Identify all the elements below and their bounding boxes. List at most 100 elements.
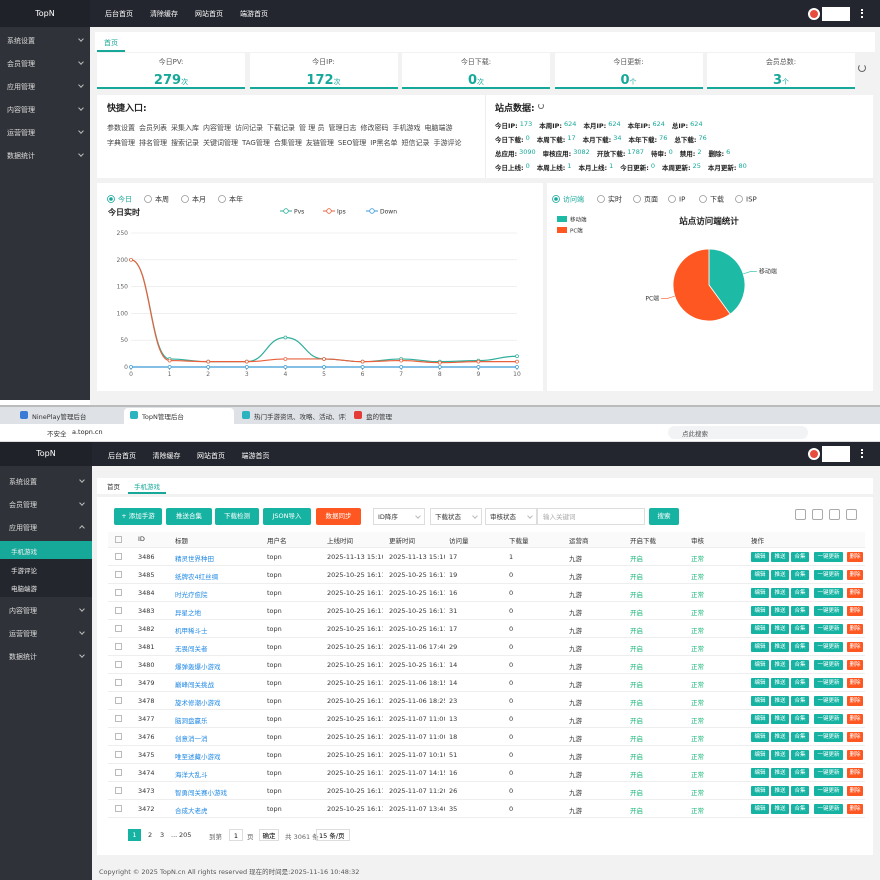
quick-link[interactable]: 管理日志: [328, 124, 357, 132]
action-button[interactable]: 删除: [847, 552, 863, 562]
action-button[interactable]: 推送: [771, 750, 789, 760]
url[interactable]: a.topn.cn: [72, 428, 103, 436]
action-button[interactable]: 编辑: [751, 570, 769, 580]
quick-link[interactable]: 参数设置: [107, 124, 135, 132]
action-button[interactable]: 合集: [791, 678, 809, 688]
action-button[interactable]: 一键更新: [814, 570, 843, 580]
radio[interactable]: [181, 195, 189, 203]
menu-item[interactable]: 运营管理: [7, 129, 35, 137]
table-cell[interactable]: 时光疗愈院: [175, 591, 208, 599]
menu-item[interactable]: 应用管理: [7, 83, 35, 91]
table-cell[interactable]: 异星之地: [175, 609, 201, 617]
avatar[interactable]: [808, 448, 820, 460]
action-button[interactable]: 合集: [791, 714, 809, 724]
nav-link[interactable]: 端游首页: [241, 452, 270, 460]
action-button[interactable]: 推送: [771, 768, 789, 778]
quick-link[interactable]: 友链管理: [305, 139, 334, 147]
radio[interactable]: [735, 195, 743, 203]
action-button[interactable]: 编辑: [751, 750, 769, 760]
filter-select[interactable]: 审核状态: [485, 508, 537, 525]
action-button[interactable]: 一键更新: [814, 588, 843, 598]
action-button[interactable]: 合集: [791, 570, 809, 580]
action-button[interactable]: 编辑: [751, 714, 769, 724]
refresh-icon[interactable]: [538, 103, 544, 109]
radio[interactable]: [144, 195, 152, 203]
checkbox[interactable]: [115, 553, 122, 560]
action-button[interactable]: 一键更新: [814, 678, 843, 688]
browser-tab[interactable]: 盘的管理: [366, 413, 392, 421]
action-button[interactable]: 合集: [791, 804, 809, 814]
radio[interactable]: [699, 195, 707, 203]
action-button[interactable]: 一键更新: [814, 624, 843, 634]
action-button[interactable]: 一键更新: [814, 768, 843, 778]
action-button[interactable]: 删除: [847, 786, 863, 796]
action-button[interactable]: 合集: [791, 606, 809, 616]
nav-link[interactable]: 端游首页: [240, 10, 268, 18]
action-button[interactable]: 推送: [771, 696, 789, 706]
action-button[interactable]: 合集: [791, 660, 809, 670]
checkbox[interactable]: [115, 607, 122, 614]
action-button[interactable]: 删除: [847, 768, 863, 778]
toolbar-button[interactable]: 推送合集: [166, 508, 212, 525]
browser-tab[interactable]: NinePlay管理后台: [32, 413, 87, 421]
nav-link[interactable]: 清除缓存: [152, 452, 181, 460]
action-button[interactable]: 一键更新: [814, 606, 843, 616]
checkbox[interactable]: [115, 589, 122, 596]
quick-link[interactable]: 内容管理: [203, 124, 231, 132]
table-cell[interactable]: 机甲稀斗士: [175, 627, 208, 635]
menu-item[interactable]: 会员管理: [7, 60, 35, 68]
menu-item[interactable]: 系统设置: [7, 37, 35, 45]
action-button[interactable]: 合集: [791, 588, 809, 598]
nav-link[interactable]: 后台首页: [105, 10, 133, 18]
menu-item[interactable]: 系统设置: [9, 478, 37, 486]
keyword-input[interactable]: 输入关键词: [537, 508, 645, 525]
action-button[interactable]: 编辑: [751, 804, 769, 814]
action-button[interactable]: 一键更新: [814, 750, 843, 760]
page-link[interactable]: 2: [148, 831, 153, 839]
action-button[interactable]: 删除: [847, 570, 863, 580]
action-button[interactable]: 推送: [771, 588, 789, 598]
quick-link[interactable]: 关键词管理: [203, 139, 238, 147]
tab[interactable]: 手机游戏: [128, 481, 166, 494]
quick-link[interactable]: 排名管理: [139, 139, 167, 147]
menu-item[interactable]: 内容管理: [7, 106, 35, 114]
quick-link[interactable]: 短信记录: [401, 139, 430, 147]
action-button[interactable]: 推送: [771, 624, 789, 634]
page-link[interactable]: 1: [128, 829, 141, 841]
submenu-item[interactable]: 手机游戏: [11, 548, 37, 556]
quick-link[interactable]: 字典管理: [107, 139, 135, 147]
action-button[interactable]: 编辑: [751, 588, 769, 598]
checkbox[interactable]: [115, 661, 122, 668]
action-button[interactable]: 推送: [771, 714, 789, 724]
checkbox[interactable]: [115, 751, 122, 758]
action-button[interactable]: 编辑: [751, 732, 769, 742]
action-button[interactable]: 编辑: [751, 606, 769, 616]
checkbox[interactable]: [115, 733, 122, 740]
action-button[interactable]: 编辑: [751, 786, 769, 796]
action-button[interactable]: 编辑: [751, 768, 769, 778]
tool-icon[interactable]: [846, 509, 857, 520]
action-button[interactable]: 合集: [791, 624, 809, 634]
submenu-item[interactable]: 电脑端游: [11, 585, 37, 593]
avatar[interactable]: [808, 8, 820, 20]
browser-tab[interactable]: TopN管理后台: [124, 408, 234, 424]
action-button[interactable]: 删除: [847, 606, 863, 616]
action-button[interactable]: 合集: [791, 750, 809, 760]
menu-item[interactable]: 应用管理: [9, 524, 37, 532]
toolbar-button[interactable]: 下载检测: [215, 508, 259, 525]
action-button[interactable]: 合集: [791, 696, 809, 706]
checkbox[interactable]: [115, 805, 122, 812]
checkbox[interactable]: [115, 697, 122, 704]
more-menu[interactable]: [861, 9, 863, 18]
action-button[interactable]: 推送: [771, 732, 789, 742]
checkbox[interactable]: [115, 769, 122, 776]
quick-link[interactable]: 搜索记录: [171, 139, 199, 147]
checkbox[interactable]: [115, 715, 122, 722]
action-button[interactable]: 删除: [847, 678, 863, 688]
action-button[interactable]: 合集: [791, 552, 809, 562]
quick-link[interactable]: 管 理 员: [299, 124, 325, 132]
action-button[interactable]: 一键更新: [814, 660, 843, 670]
action-button[interactable]: 一键更新: [814, 696, 843, 706]
page-link[interactable]: 205: [179, 831, 192, 839]
table-cell[interactable]: 纸牌农4红丝绸: [175, 573, 219, 581]
